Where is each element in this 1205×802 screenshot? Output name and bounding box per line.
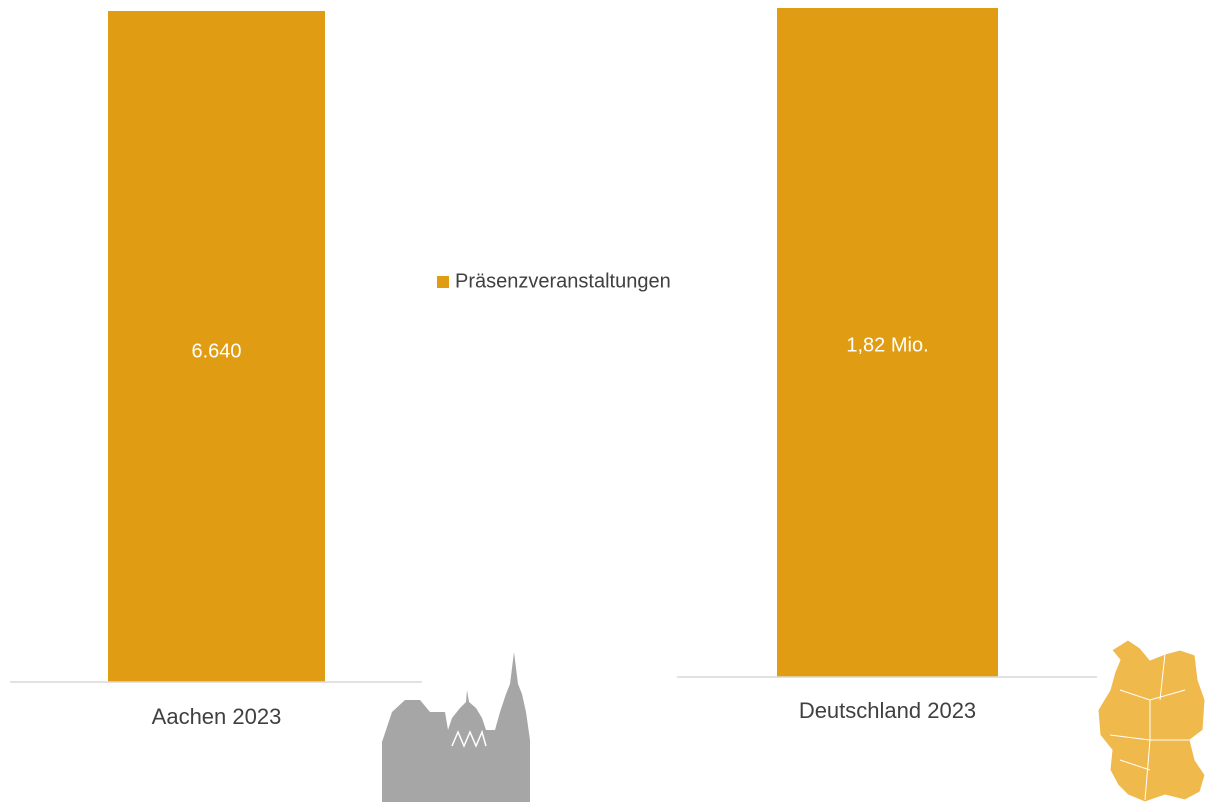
germany-map [1097,639,1205,802]
bar [108,11,325,682]
aachen-silhouette [382,652,530,802]
value-label: 6.640 [191,340,241,362]
value-label: 1,82 Mio. [846,334,928,356]
legend-swatch [437,276,449,288]
legend-label: Präsenzveranstaltungen [455,270,671,292]
bar [777,8,998,677]
x-tick-label: Deutschland 2023 [799,698,976,723]
x-tick-label: Aachen 2023 [152,704,282,729]
